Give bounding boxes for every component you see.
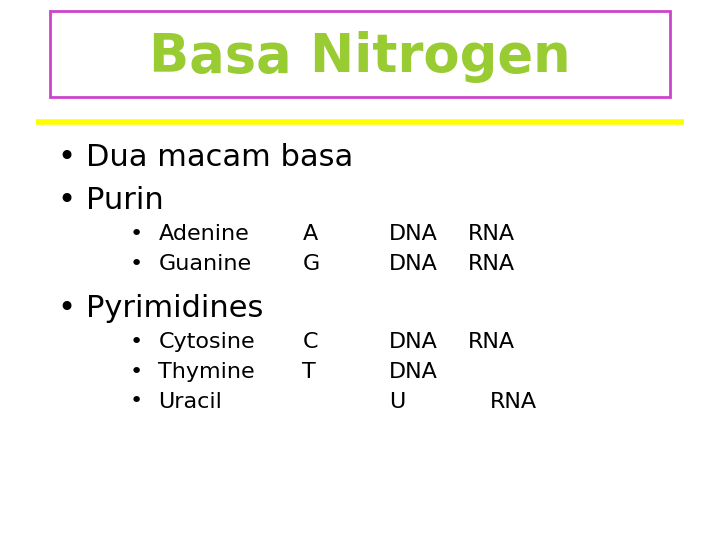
Text: Basa Nitrogen: Basa Nitrogen (149, 31, 571, 83)
Text: DNA: DNA (389, 362, 438, 382)
Text: RNA: RNA (468, 254, 515, 274)
Text: •: • (58, 294, 76, 323)
Text: DNA: DNA (389, 332, 438, 352)
Text: Pyrimidines: Pyrimidines (86, 294, 264, 323)
Text: •: • (58, 143, 76, 172)
Text: •: • (130, 254, 143, 274)
Text: •: • (58, 186, 76, 215)
FancyBboxPatch shape (50, 11, 670, 97)
Text: •: • (130, 332, 143, 352)
Text: G: G (302, 254, 320, 274)
Text: DNA: DNA (389, 224, 438, 244)
Text: RNA: RNA (468, 332, 515, 352)
Text: Thymine: Thymine (158, 362, 255, 382)
Text: Purin: Purin (86, 186, 164, 215)
Text: T: T (302, 362, 316, 382)
Text: Dua macam basa: Dua macam basa (86, 143, 354, 172)
Text: •: • (130, 392, 143, 411)
Text: RNA: RNA (490, 392, 536, 411)
Text: Cytosine: Cytosine (158, 332, 255, 352)
Text: •: • (130, 224, 143, 244)
Text: Guanine: Guanine (158, 254, 251, 274)
Text: U: U (389, 392, 405, 411)
Text: •: • (130, 362, 143, 382)
Text: Uracil: Uracil (158, 392, 222, 411)
Text: C: C (302, 332, 318, 352)
Text: Adenine: Adenine (158, 224, 249, 244)
Text: A: A (302, 224, 318, 244)
Text: DNA: DNA (389, 254, 438, 274)
Text: RNA: RNA (468, 224, 515, 244)
